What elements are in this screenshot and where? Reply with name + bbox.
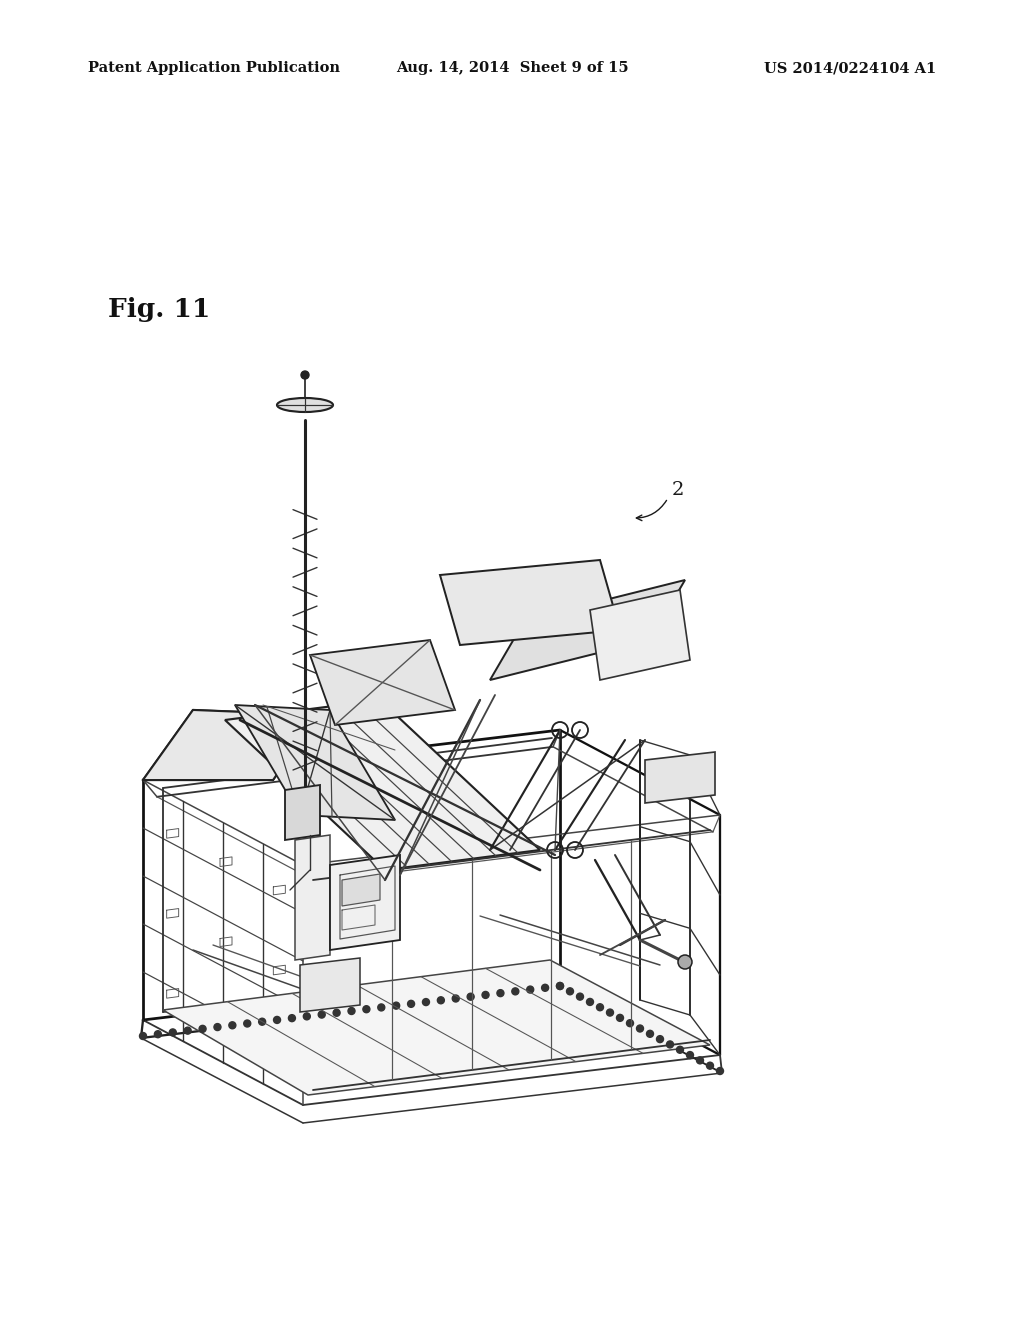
Circle shape bbox=[318, 1011, 326, 1018]
Circle shape bbox=[467, 993, 474, 1001]
Circle shape bbox=[169, 1028, 176, 1036]
Polygon shape bbox=[143, 710, 318, 780]
Circle shape bbox=[348, 1007, 355, 1015]
Polygon shape bbox=[342, 874, 380, 906]
Circle shape bbox=[707, 1063, 714, 1069]
Circle shape bbox=[139, 1032, 146, 1040]
Polygon shape bbox=[330, 855, 400, 950]
Circle shape bbox=[717, 1068, 724, 1074]
Polygon shape bbox=[310, 640, 455, 725]
Circle shape bbox=[228, 1022, 236, 1028]
Circle shape bbox=[392, 1002, 399, 1010]
Polygon shape bbox=[163, 960, 710, 1096]
Circle shape bbox=[273, 1016, 281, 1023]
Polygon shape bbox=[234, 705, 395, 820]
Circle shape bbox=[512, 987, 519, 995]
Circle shape bbox=[303, 1012, 310, 1020]
Polygon shape bbox=[285, 785, 319, 840]
Circle shape bbox=[214, 1023, 221, 1031]
Circle shape bbox=[333, 1010, 340, 1016]
Polygon shape bbox=[440, 560, 620, 645]
Circle shape bbox=[627, 1019, 634, 1027]
Circle shape bbox=[244, 1020, 251, 1027]
Polygon shape bbox=[295, 836, 330, 960]
Circle shape bbox=[362, 1006, 370, 1012]
Circle shape bbox=[378, 1005, 385, 1011]
Circle shape bbox=[199, 1026, 206, 1032]
Polygon shape bbox=[490, 579, 685, 680]
Circle shape bbox=[482, 991, 489, 998]
Circle shape bbox=[597, 1003, 603, 1011]
Circle shape bbox=[423, 998, 429, 1006]
Polygon shape bbox=[590, 590, 690, 680]
Circle shape bbox=[677, 1047, 683, 1053]
Circle shape bbox=[696, 1057, 703, 1064]
Circle shape bbox=[646, 1031, 653, 1038]
Text: Patent Application Publication: Patent Application Publication bbox=[88, 61, 340, 75]
Circle shape bbox=[542, 985, 549, 991]
Polygon shape bbox=[300, 958, 360, 1012]
Text: Fig. 11: Fig. 11 bbox=[108, 297, 210, 322]
Circle shape bbox=[453, 995, 459, 1002]
Circle shape bbox=[686, 1052, 693, 1059]
Ellipse shape bbox=[278, 399, 333, 412]
Polygon shape bbox=[645, 752, 715, 803]
Circle shape bbox=[678, 954, 692, 969]
Polygon shape bbox=[225, 700, 540, 870]
Circle shape bbox=[408, 1001, 415, 1007]
Circle shape bbox=[637, 1026, 643, 1032]
Circle shape bbox=[616, 1014, 624, 1022]
Circle shape bbox=[155, 1031, 162, 1038]
Circle shape bbox=[184, 1027, 191, 1034]
Text: 2: 2 bbox=[672, 480, 684, 499]
Circle shape bbox=[587, 998, 594, 1006]
Circle shape bbox=[577, 993, 584, 1001]
Circle shape bbox=[556, 982, 563, 990]
Circle shape bbox=[556, 982, 563, 990]
Text: Aug. 14, 2014  Sheet 9 of 15: Aug. 14, 2014 Sheet 9 of 15 bbox=[395, 61, 629, 75]
Text: US 2014/0224104 A1: US 2014/0224104 A1 bbox=[764, 61, 936, 75]
Circle shape bbox=[606, 1008, 613, 1016]
Circle shape bbox=[566, 987, 573, 995]
Circle shape bbox=[667, 1041, 674, 1048]
Circle shape bbox=[656, 1036, 664, 1043]
Circle shape bbox=[289, 1015, 296, 1022]
Circle shape bbox=[526, 986, 534, 993]
Circle shape bbox=[497, 990, 504, 997]
Circle shape bbox=[259, 1018, 265, 1026]
Circle shape bbox=[301, 371, 309, 379]
Circle shape bbox=[437, 997, 444, 1003]
